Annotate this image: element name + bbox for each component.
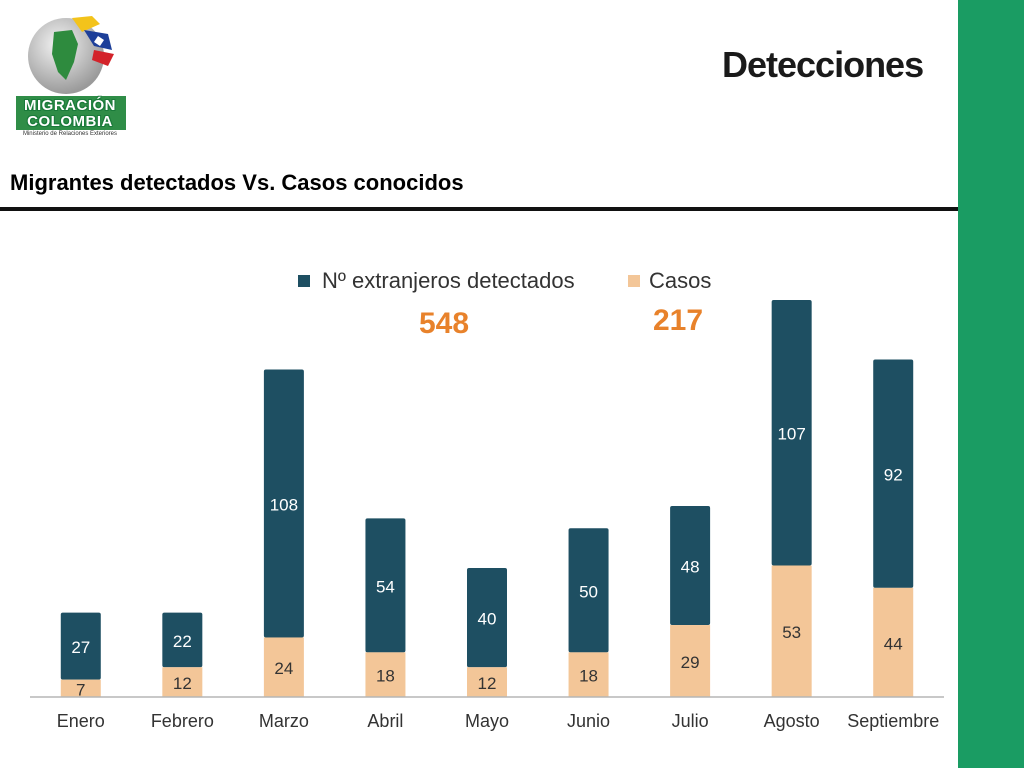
bar-casos (467, 667, 507, 697)
x-tick-label: Enero (57, 711, 105, 731)
x-tick-label: Septiembre (847, 711, 939, 731)
bar-casos (670, 625, 711, 697)
bar-detectados (263, 369, 304, 638)
globe-icon (28, 16, 114, 94)
bar-detectados (162, 612, 203, 668)
legend-swatch-detectados (298, 275, 310, 287)
data-label-casos: 24 (274, 659, 293, 678)
x-tick-label: Abril (367, 711, 403, 731)
stacked-bar-chart: Nº extranjeros detectados Casos 548 217 27 7… (30, 268, 944, 731)
x-tick-label: Julio (672, 711, 709, 731)
bar-detectados (365, 518, 406, 653)
legend-label-detectados: Nº extranjeros detectados (322, 268, 575, 293)
data-label-casos: 18 (579, 667, 598, 686)
bar-detectados (771, 300, 812, 566)
chart-x-axis: Enero Febrero Marzo Abril Mayo Junio Julio Agos… (30, 696, 944, 731)
green-side-band (958, 0, 1024, 768)
bar-detectados (670, 505, 711, 626)
data-label-detectados: 92 (884, 466, 903, 485)
total-casos: 217 (653, 304, 703, 337)
bar-casos (263, 637, 304, 697)
page-title: Detecciones (722, 44, 924, 85)
data-label-casos: 12 (478, 674, 497, 693)
legend-label-casos: Casos (649, 268, 711, 293)
bar-casos (60, 679, 101, 697)
data-label-detectados: 54 (376, 577, 395, 596)
bar-detectados (467, 567, 507, 668)
bar-casos (162, 667, 203, 697)
chart-legend: Nº extranjeros detectados Casos 548 217 (298, 268, 711, 340)
bar-detectados (60, 612, 101, 680)
data-label-detectados: 50 (579, 582, 598, 601)
logo-line-1: MIGRACIÓN (24, 97, 116, 114)
data-label-detectados: 108 (270, 495, 298, 514)
data-label-casos: 44 (884, 634, 903, 653)
x-tick-label: Agosto (764, 711, 820, 731)
migracion-colombia-logo: MIGRACIÓN COLOMBIA Ministerio de Relacio… (14, 10, 130, 142)
title-underline (0, 207, 958, 211)
data-label-detectados: 48 (681, 557, 700, 576)
x-tick-label: Febrero (151, 711, 214, 731)
data-label-casos: 12 (173, 674, 192, 693)
x-tick-label: Mayo (465, 711, 509, 731)
x-tick-label: Marzo (259, 711, 309, 731)
bar-casos (771, 565, 812, 697)
bar-casos (365, 652, 406, 697)
data-label-detectados: 107 (777, 425, 805, 444)
bar-detectados (873, 359, 914, 588)
bar-casos (873, 587, 914, 697)
logo-green-band (16, 96, 126, 130)
data-label-casos: 7 (76, 680, 85, 699)
data-label-casos: 53 (782, 623, 801, 642)
bar-detectados (568, 528, 609, 653)
data-label-detectados: 40 (478, 610, 497, 629)
chart-bars: 27 7 22 12 108 24 54 18 40 12 50 18 48 29 107 53 92 44 (60, 300, 914, 699)
x-tick-label: Junio (567, 711, 610, 731)
total-detectados: 548 (419, 307, 469, 340)
bar-casos (568, 652, 609, 697)
legend-swatch-casos (628, 275, 640, 287)
logo-line-2: COLOMBIA (27, 113, 113, 130)
data-label-detectados: 22 (173, 632, 192, 651)
logo-subline: Ministerio de Relaciones Exteriores (22, 131, 118, 137)
data-label-casos: 29 (681, 653, 700, 672)
section-title: Migrantes detectados Vs. Casos conocidos (10, 170, 464, 195)
data-label-casos: 18 (376, 667, 395, 686)
data-label-detectados: 27 (71, 638, 90, 657)
